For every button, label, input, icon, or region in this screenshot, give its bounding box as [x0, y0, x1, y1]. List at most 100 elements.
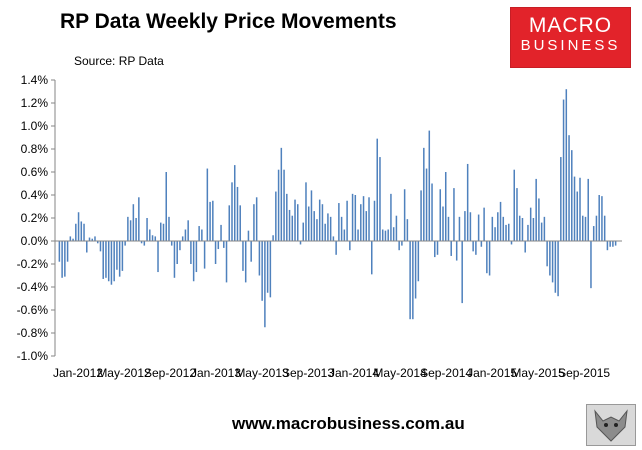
bar	[447, 216, 450, 241]
bar	[86, 241, 88, 253]
bar	[157, 241, 159, 273]
bar	[302, 222, 304, 241]
bar	[261, 241, 263, 301]
bar	[351, 193, 354, 241]
bar	[554, 241, 557, 293]
x-tick-label: Jan-2015	[467, 366, 517, 380]
bar	[242, 241, 244, 271]
bar-series	[58, 89, 617, 328]
bar	[568, 135, 570, 241]
bar	[612, 241, 614, 247]
bar	[360, 204, 362, 241]
y-tick-label: 0.2%	[21, 211, 49, 225]
bar	[231, 182, 233, 241]
bar	[560, 157, 562, 241]
bar	[392, 227, 395, 241]
bar	[412, 241, 414, 320]
bar	[439, 189, 442, 241]
bar	[275, 191, 277, 241]
bar	[371, 241, 373, 275]
y-axis: -1.0% -0.8% -0.6% -0.4% -0.2% 0.0% 0.2% 0.4% 0.6…	[17, 73, 56, 363]
bar	[129, 220, 132, 241]
x-tick-label: Sep-2014	[420, 366, 472, 380]
bar	[310, 190, 313, 241]
macrobusiness-logo: MACRO BUSINESS	[510, 7, 631, 68]
bar	[381, 229, 384, 241]
y-tick-label: -0.6%	[17, 303, 49, 317]
x-tick-label: May-2014	[373, 366, 427, 380]
bar	[138, 197, 140, 241]
bar	[288, 209, 291, 241]
bar	[102, 241, 104, 279]
x-tick-label: Sep-2013	[282, 366, 334, 380]
bar	[329, 216, 332, 241]
bar	[417, 241, 420, 282]
bar	[297, 204, 299, 241]
chart-source: Source: RP Data	[74, 54, 164, 68]
bar	[305, 182, 307, 241]
x-tick-label: May-2012	[97, 366, 151, 380]
bar	[403, 189, 406, 241]
bar	[488, 241, 491, 276]
bar	[321, 204, 324, 241]
bar	[327, 213, 329, 241]
bar	[502, 216, 505, 241]
bar	[69, 236, 72, 241]
bar	[280, 147, 283, 241]
bar	[244, 241, 247, 283]
y-tick-label: 1.4%	[21, 73, 49, 87]
bar	[409, 241, 411, 320]
bar	[99, 241, 102, 252]
bar	[444, 172, 447, 241]
bar	[332, 236, 335, 241]
bar	[420, 190, 422, 241]
bar	[113, 241, 115, 282]
bar	[497, 212, 499, 241]
bar	[491, 216, 494, 241]
bar	[107, 241, 110, 282]
bar	[486, 241, 488, 274]
bar	[540, 222, 543, 241]
bar	[80, 221, 83, 241]
bar	[83, 223, 85, 241]
bar	[286, 193, 288, 241]
x-tick-label: May-2015	[511, 366, 565, 380]
bar	[236, 186, 239, 241]
bar	[425, 168, 428, 241]
bar	[258, 241, 261, 276]
bar	[423, 147, 425, 241]
bar	[576, 191, 579, 241]
bar	[160, 222, 162, 241]
bar	[170, 241, 173, 246]
y-tick-label: -0.4%	[17, 280, 49, 294]
bar	[264, 241, 266, 328]
bar	[217, 241, 220, 250]
bar	[469, 212, 472, 241]
bar	[505, 224, 507, 241]
bar	[225, 241, 228, 283]
bar	[354, 195, 357, 241]
bar	[587, 178, 589, 241]
bar	[266, 241, 269, 293]
bar	[406, 219, 409, 241]
bar	[165, 172, 167, 241]
bar	[461, 241, 463, 304]
bar	[581, 215, 584, 241]
bar	[434, 241, 436, 258]
bar	[571, 150, 573, 241]
bar	[565, 89, 568, 241]
bar	[368, 197, 370, 241]
bar	[609, 241, 611, 247]
bar	[132, 204, 135, 241]
bar	[595, 215, 598, 241]
bar	[143, 241, 146, 246]
bar	[299, 241, 302, 245]
bar	[579, 177, 581, 241]
y-tick-label: 0.0%	[21, 234, 49, 248]
bar	[247, 230, 250, 241]
bar	[532, 218, 535, 241]
bar	[307, 206, 310, 241]
logo-line1: MACRO	[528, 14, 613, 37]
bar	[346, 200, 348, 241]
bar	[190, 241, 192, 264]
